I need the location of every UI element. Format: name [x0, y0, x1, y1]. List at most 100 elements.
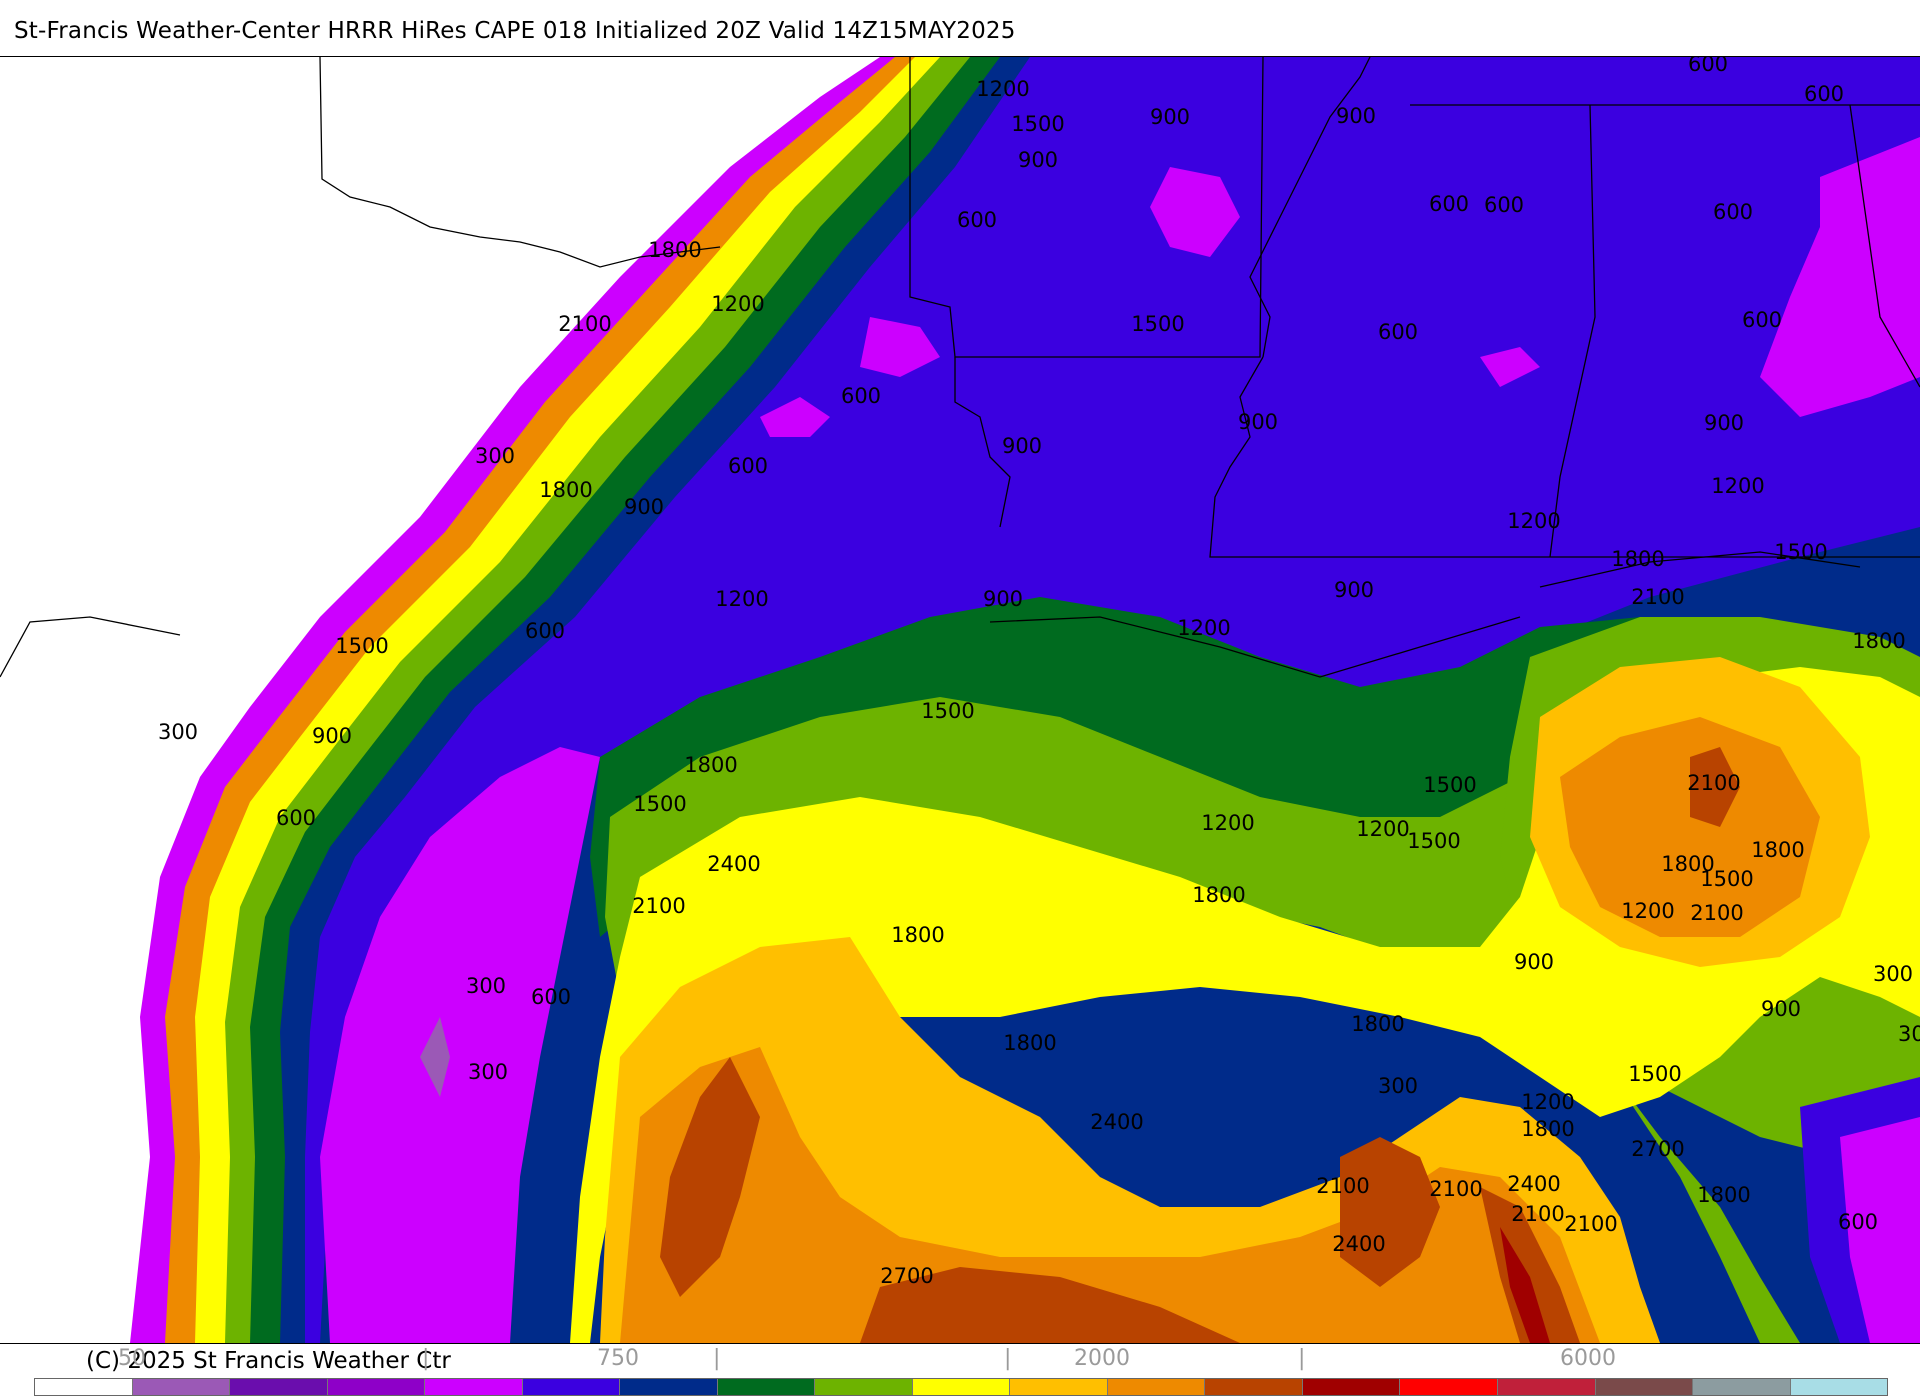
contour-label: 1500 [1700, 867, 1753, 891]
contour-label: 2100 [1429, 1177, 1482, 1201]
contour-label: 1800 [1003, 1031, 1056, 1055]
contour-label: 1200 [711, 292, 764, 316]
colorbar-swatch [1693, 1379, 1791, 1395]
contour-label: 300 [468, 1060, 508, 1084]
contour-label: 1200 [1521, 1090, 1574, 1114]
scale-label: | [1004, 1346, 1012, 1371]
contour-label: 600 [525, 619, 565, 643]
contour-label: 1800 [684, 753, 737, 777]
cape-fill-layers [130, 57, 1920, 1343]
contour-label: 900 [983, 587, 1023, 611]
colorbar-swatch [522, 1379, 621, 1395]
contour-label: 1500 [335, 634, 388, 658]
contour-label: 2700 [1631, 1137, 1684, 1161]
contour-label: 300 [475, 444, 515, 468]
colorbar-swatch [1302, 1379, 1401, 1395]
contour-label: 2100 [1564, 1212, 1617, 1236]
contour-label: 2700 [880, 1264, 933, 1288]
contour-label: 600 [1688, 57, 1728, 76]
contour-label: 300 [1898, 1022, 1920, 1046]
contour-label: 1200 [1356, 817, 1409, 841]
contour-label: 2100 [1631, 585, 1684, 609]
contour-label: 1800 [1697, 1183, 1750, 1207]
contour-label: 1200 [1621, 899, 1674, 923]
contour-label: 1200 [976, 77, 1029, 101]
contour-label: 900 [1018, 148, 1058, 172]
colorbar-scale-labels: 50 | 750 | | 2000 | 6000 [0, 1346, 1920, 1376]
contour-label: 2400 [1332, 1232, 1385, 1256]
contour-label: 900 [1761, 997, 1801, 1021]
contour-label: 900 [1334, 578, 1374, 602]
contour-label: 900 [1336, 104, 1376, 128]
contour-label: 1800 [1351, 1012, 1404, 1036]
contour-label: 1500 [633, 792, 686, 816]
scale-label: | [713, 1346, 721, 1371]
contour-label: 1500 [1423, 773, 1476, 797]
colorbar-swatch [1107, 1379, 1206, 1395]
contour-label: 1800 [1192, 883, 1245, 907]
boundary-lines [0, 57, 1920, 678]
colorbar-swatch [1497, 1379, 1596, 1395]
scale-label: 2000 [1074, 1346, 1130, 1371]
contour-label: 600 [841, 384, 881, 408]
colorbar-swatch [717, 1379, 816, 1395]
colorbar-swatch [1010, 1379, 1108, 1395]
contour-label: 1800 [648, 238, 701, 262]
contour-label: 600 [1429, 192, 1469, 216]
cape-colorbar [34, 1378, 1888, 1396]
colorbar-swatch [1205, 1379, 1303, 1395]
contour-label: 1800 [1852, 629, 1905, 653]
contour-label: 2100 [632, 894, 685, 918]
contour-label: 900 [624, 495, 664, 519]
scale-label: 6000 [1560, 1346, 1616, 1371]
contour-label: 600 [531, 985, 571, 1009]
contour-label: 2400 [707, 852, 760, 876]
contour-label: 600 [1378, 320, 1418, 344]
colorbar-swatch [1400, 1379, 1498, 1395]
contour-label: 2400 [1090, 1110, 1143, 1134]
colorbar-swatch [132, 1379, 231, 1395]
colorbar-swatch [425, 1379, 523, 1395]
contour-label: 900 [1150, 105, 1190, 129]
contour-label: 1200 [1711, 474, 1764, 498]
contour-label: 1200 [1507, 509, 1560, 533]
contour-label: 1800 [1611, 547, 1664, 571]
scale-label: | [422, 1346, 430, 1371]
contour-label: 600 [1838, 1210, 1878, 1234]
contour-label: 1500 [1407, 829, 1460, 853]
contour-label: 300 [1873, 962, 1913, 986]
contour-label: 300 [158, 720, 198, 744]
contour-label: 2100 [558, 312, 611, 336]
colorbar-swatch [912, 1379, 1011, 1395]
contour-label: 1500 [1131, 312, 1184, 336]
colorbar-swatch [1790, 1379, 1888, 1395]
colorbar-swatch [815, 1379, 913, 1395]
contour-label: 2400 [1507, 1172, 1560, 1196]
contour-label: 1500 [1628, 1062, 1681, 1086]
contour-label: 1800 [1661, 852, 1714, 876]
contour-label: 1800 [539, 478, 592, 502]
contour-label: 900 [1238, 410, 1278, 434]
contour-label: 1800 [1521, 1117, 1574, 1141]
colorbar-swatch [1595, 1379, 1694, 1395]
scale-label: 750 [597, 1346, 639, 1371]
contour-label: 2100 [1687, 771, 1740, 795]
contour-label: 1200 [1177, 616, 1230, 640]
contour-label: 1800 [891, 923, 944, 947]
colorbar-swatch [230, 1379, 328, 1395]
map-title: St-Francis Weather-Center HRRR HiRes CAP… [14, 18, 1016, 44]
scale-label: 50 [118, 1346, 146, 1371]
contour-label: 2100 [1690, 901, 1743, 925]
contour-label: 1500 [921, 699, 974, 723]
contour-label: 600 [728, 454, 768, 478]
contour-label: 300 [1378, 1074, 1418, 1098]
contour-label: 1800 [1751, 838, 1804, 862]
contour-label: 600 [1742, 308, 1782, 332]
contour-label: 900 [1704, 411, 1744, 435]
contour-label: 600 [957, 208, 997, 232]
contour-label: 1200 [1201, 811, 1254, 835]
contour-label: 600 [1713, 200, 1753, 224]
scale-label: | [1298, 1346, 1306, 1371]
contour-label: 900 [1514, 950, 1554, 974]
